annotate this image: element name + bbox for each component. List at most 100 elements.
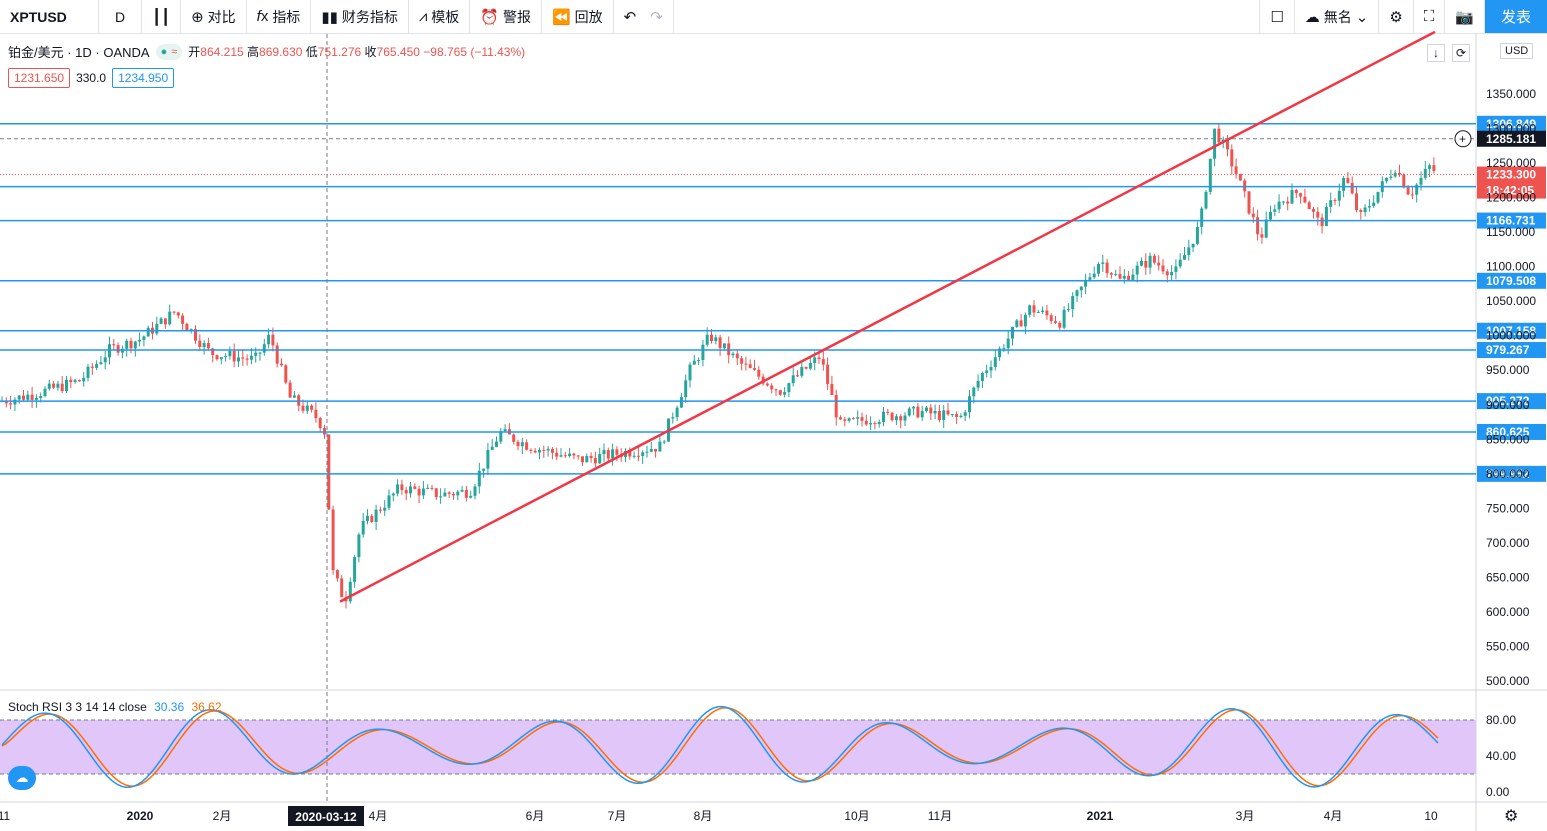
tradingview-logo-icon[interactable]: ☁ [8,766,36,790]
candle-body [108,344,111,358]
level-tag-label: 1079.508 [1486,274,1536,288]
candle-body [39,395,43,398]
candle-body [1036,312,1040,314]
stoch-rsi-legend: Stoch RSI 3 3 14 14 close 30.36 36.62 [8,700,222,714]
candle-body [1247,191,1251,214]
price-axis[interactable]: 1350.0001300.0001250.0001200.0001150.000… [1486,87,1536,688]
interval-button[interactable]: D [99,0,142,33]
level-tag [1477,272,1546,289]
candle-body [434,488,438,498]
candle-body [1049,315,1053,322]
candle-body [155,323,159,334]
candle-body [1299,193,1303,197]
price-tick-label: 1200.000 [1486,191,1536,205]
layout-toggle[interactable]: ☐ [1259,0,1295,33]
candle-body [851,418,855,420]
replay-button[interactable]: ⏪ 回放 [542,0,614,33]
market-status-pill[interactable]: ● ≈ [155,43,183,60]
candle-body [1195,226,1199,244]
symbol-legend: 铂金/美元 · 1D · OANDA ● ≈ 开864.215 高869.630 … [8,42,525,61]
candle-body [976,381,980,388]
candle-body [585,456,589,463]
settings-button[interactable]: ⚙ [1379,0,1414,33]
candle-body [1419,177,1423,185]
chart-type-button[interactable]: ┃┃ [142,0,182,33]
candle-body [1114,274,1118,276]
financials-label: 财务指标 [341,8,398,25]
bid-box[interactable]: 1231.650 [8,68,71,88]
candle-body [748,364,752,369]
templates-button[interactable]: ⩘ 模板 [409,0,471,33]
candle-body [817,357,821,360]
candles [0,123,1436,609]
fullscreen-button[interactable]: ⛶ [1414,0,1446,33]
candle-body [1015,320,1019,327]
candle-body [215,355,219,360]
price-tick-label: 1050.000 [1486,294,1536,308]
financials-button[interactable]: ▮▮ 财务指标 [311,0,409,33]
candle-body [99,362,103,365]
candle-body [679,397,683,408]
indicators-button[interactable]: fx 指标 [247,0,312,33]
symbol-search[interactable]: XPTUSD [0,0,99,33]
candle-body [284,365,288,383]
compare-button[interactable]: ⊕ 对比 [181,0,247,33]
publish-button[interactable]: 发表 [1485,0,1547,33]
stoch-d-value: 36.62 [191,700,222,714]
candle-body [17,395,21,400]
candle-body [1208,158,1212,192]
time-axis[interactable]: 11 2020 2月 2020-03-12 4月 6月 7月 8月 10月 11月 2021 3月 4月… [0,806,1438,826]
candle-body [1002,348,1006,350]
current-price-tag [1477,166,1546,199]
currency-label[interactable]: USD [1500,43,1534,59]
candle-body [421,488,425,496]
reset-icon[interactable]: ⟳ [1452,44,1470,62]
price-tick-label: 700.000 [1486,536,1530,550]
candle-body [658,441,662,452]
top-toolbar: XPTUSD D ┃┃ ⊕ 对比 fx 指标 ▮▮ 财务指标 ⩘ 模板 ⏰ 警报 ⏪ 回放 … [0,0,1547,34]
candle-body [783,392,787,395]
price-tick-label: 500.000 [1486,674,1530,688]
ask-box[interactable]: 1234.950 [112,68,175,88]
candle-body [56,383,60,388]
layout-name-button[interactable]: ☁ 無名 ⌄ [1295,0,1380,33]
stoch-k-value: 30.36 [154,700,185,714]
candle-body [1367,206,1371,208]
scroll-down-icon[interactable]: ↓ [1427,44,1445,62]
trend-line[interactable] [339,30,1436,603]
candle-body [400,484,404,491]
candle-body [1109,273,1113,275]
alert-button[interactable]: ⏰ 警报 [470,0,542,33]
candle-body [688,364,692,381]
candle-body [1084,279,1088,287]
candle-body [486,449,490,469]
add-alert-icon[interactable] [1454,130,1472,148]
countdown-label: 18:42:05 [1486,184,1534,198]
candle-body [1165,271,1169,276]
candle-body [1101,262,1105,264]
candle-body [950,414,954,416]
candle-body [770,385,774,390]
candle-body [903,415,907,421]
candle-body [1183,255,1186,260]
gear-icon[interactable]: ⚙ [1504,808,1519,825]
snapshot-button[interactable]: 📷 [1445,0,1485,33]
candle-body [839,417,842,420]
candle-body [1355,193,1358,211]
candle-body [641,452,645,457]
candle-body [980,372,984,382]
candle-body [538,449,541,453]
undo-icon[interactable]: ↶ [623,8,637,26]
symbol-label: XPTUSD [10,8,67,25]
dot-icon: ● [160,45,168,58]
candle-body [439,496,443,498]
candle-body [366,515,369,521]
redo-icon[interactable]: ↷ [650,8,663,26]
candle-body [796,375,799,377]
candle-body [65,379,68,392]
candle-body [34,397,38,400]
candle-body [877,422,881,425]
templates-label: 模板 [431,8,460,25]
candle-body [189,329,193,331]
